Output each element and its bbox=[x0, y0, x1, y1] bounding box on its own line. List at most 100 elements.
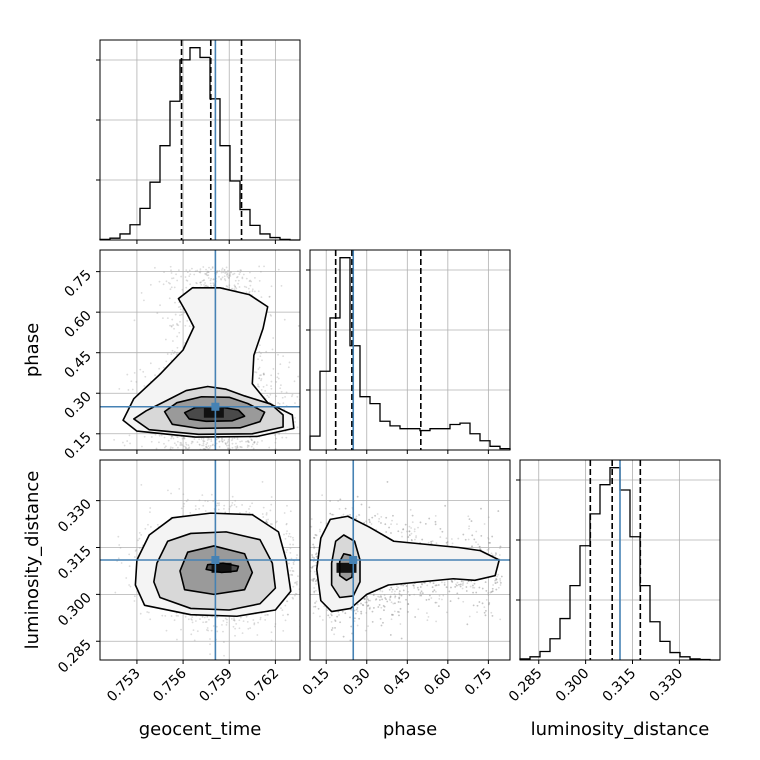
scatter-point bbox=[149, 511, 151, 513]
contour-line bbox=[122, 287, 295, 438]
scatter-point bbox=[220, 479, 222, 481]
scatter-point bbox=[208, 266, 210, 269]
scatter-point bbox=[239, 512, 241, 514]
scatter-point bbox=[218, 440, 221, 443]
scatter-point bbox=[265, 384, 268, 387]
scatter-point bbox=[237, 282, 239, 285]
scatter-point bbox=[163, 436, 166, 439]
scatter-point bbox=[194, 505, 197, 507]
scatter-point bbox=[133, 556, 136, 558]
scatter-point bbox=[277, 377, 280, 380]
scatter-point bbox=[220, 452, 222, 454]
scatter-point bbox=[229, 275, 232, 277]
scatter-point bbox=[126, 440, 129, 442]
scatter-point bbox=[205, 284, 207, 287]
scatter-point bbox=[133, 372, 136, 374]
scatter-point bbox=[256, 441, 259, 444]
scatter-point bbox=[166, 317, 169, 320]
scatter-point bbox=[259, 374, 261, 377]
scatter-point bbox=[208, 446, 211, 449]
scatter-point bbox=[258, 377, 261, 380]
scatter-point bbox=[183, 311, 186, 314]
scatter-point bbox=[207, 271, 210, 274]
scatter-point bbox=[234, 279, 237, 282]
scatter-point bbox=[286, 613, 289, 616]
scatter-point bbox=[203, 284, 205, 286]
scatter-point bbox=[288, 532, 291, 535]
scatter-point bbox=[250, 445, 253, 448]
scatter-point bbox=[183, 437, 186, 440]
scatter-point bbox=[271, 348, 274, 351]
scatter-point bbox=[290, 557, 293, 560]
scatter-point bbox=[172, 324, 175, 326]
scatter-point bbox=[281, 396, 284, 399]
scatter-point bbox=[193, 639, 196, 642]
scatter-point bbox=[248, 508, 250, 510]
scatter-point bbox=[267, 396, 270, 399]
scatter-point bbox=[230, 466, 232, 468]
scatter-point bbox=[188, 269, 191, 272]
scatter-point bbox=[253, 441, 256, 443]
scatter-point bbox=[179, 308, 182, 311]
scatter-point bbox=[171, 435, 174, 438]
scatter-point bbox=[133, 600, 136, 602]
scatter-point bbox=[227, 440, 229, 443]
panel-frame bbox=[309, 249, 511, 451]
scatter-point bbox=[186, 279, 189, 282]
scatter-point bbox=[216, 270, 219, 273]
scatter-point bbox=[138, 531, 141, 534]
scatter-point bbox=[128, 565, 131, 568]
scatter-point bbox=[211, 267, 214, 269]
scatter-point bbox=[165, 629, 168, 632]
scatter-point bbox=[293, 582, 296, 584]
scatter-point bbox=[190, 464, 192, 466]
scatter-point bbox=[228, 456, 230, 458]
scatter-point bbox=[192, 478, 194, 480]
scatter-point bbox=[117, 557, 120, 560]
scatter-point bbox=[144, 375, 147, 378]
scatter-point bbox=[166, 452, 168, 454]
scatter-point bbox=[173, 442, 176, 445]
scatter-point bbox=[265, 519, 268, 521]
scatter-point bbox=[134, 453, 136, 455]
scatter-point bbox=[180, 311, 182, 313]
scatter-point bbox=[296, 583, 298, 586]
scatter-point bbox=[270, 639, 273, 642]
scatter-point bbox=[277, 402, 280, 404]
scatter-point bbox=[238, 451, 240, 453]
scatter-point bbox=[263, 373, 265, 376]
scatter-point bbox=[199, 457, 201, 459]
scatter-point bbox=[128, 434, 131, 437]
scatter-point bbox=[242, 273, 245, 276]
scatter-point bbox=[264, 614, 267, 617]
scatter-point bbox=[277, 268, 280, 271]
scatter-point bbox=[228, 447, 231, 450]
scatter-point bbox=[189, 273, 192, 276]
scatter-point bbox=[332, 379, 334, 381]
panel-frame bbox=[519, 459, 721, 661]
scatter-point bbox=[143, 299, 145, 302]
scatter-point bbox=[231, 501, 234, 504]
scatter-point bbox=[210, 277, 212, 280]
scatter-point bbox=[183, 502, 185, 505]
scatter-point bbox=[185, 279, 188, 282]
scatter-point bbox=[222, 271, 225, 274]
scatter-point bbox=[302, 423, 304, 425]
scatter-point bbox=[224, 617, 227, 620]
scatter-point bbox=[283, 408, 286, 411]
scatter-point bbox=[225, 442, 227, 445]
scatter-point bbox=[155, 469, 157, 471]
scatter-point bbox=[176, 638, 178, 641]
scatter-point bbox=[218, 504, 220, 507]
scatter-point bbox=[206, 629, 208, 631]
scatter-point bbox=[170, 437, 172, 440]
scatter-point bbox=[170, 435, 173, 438]
scatter-point bbox=[247, 627, 250, 630]
scatter-point bbox=[256, 634, 259, 636]
scatter-point bbox=[202, 266, 205, 268]
scatter-point bbox=[241, 276, 244, 279]
scatter-point bbox=[288, 361, 291, 364]
scatter-point bbox=[267, 518, 269, 521]
scatter-point bbox=[175, 435, 178, 438]
scatter-point bbox=[222, 630, 224, 633]
